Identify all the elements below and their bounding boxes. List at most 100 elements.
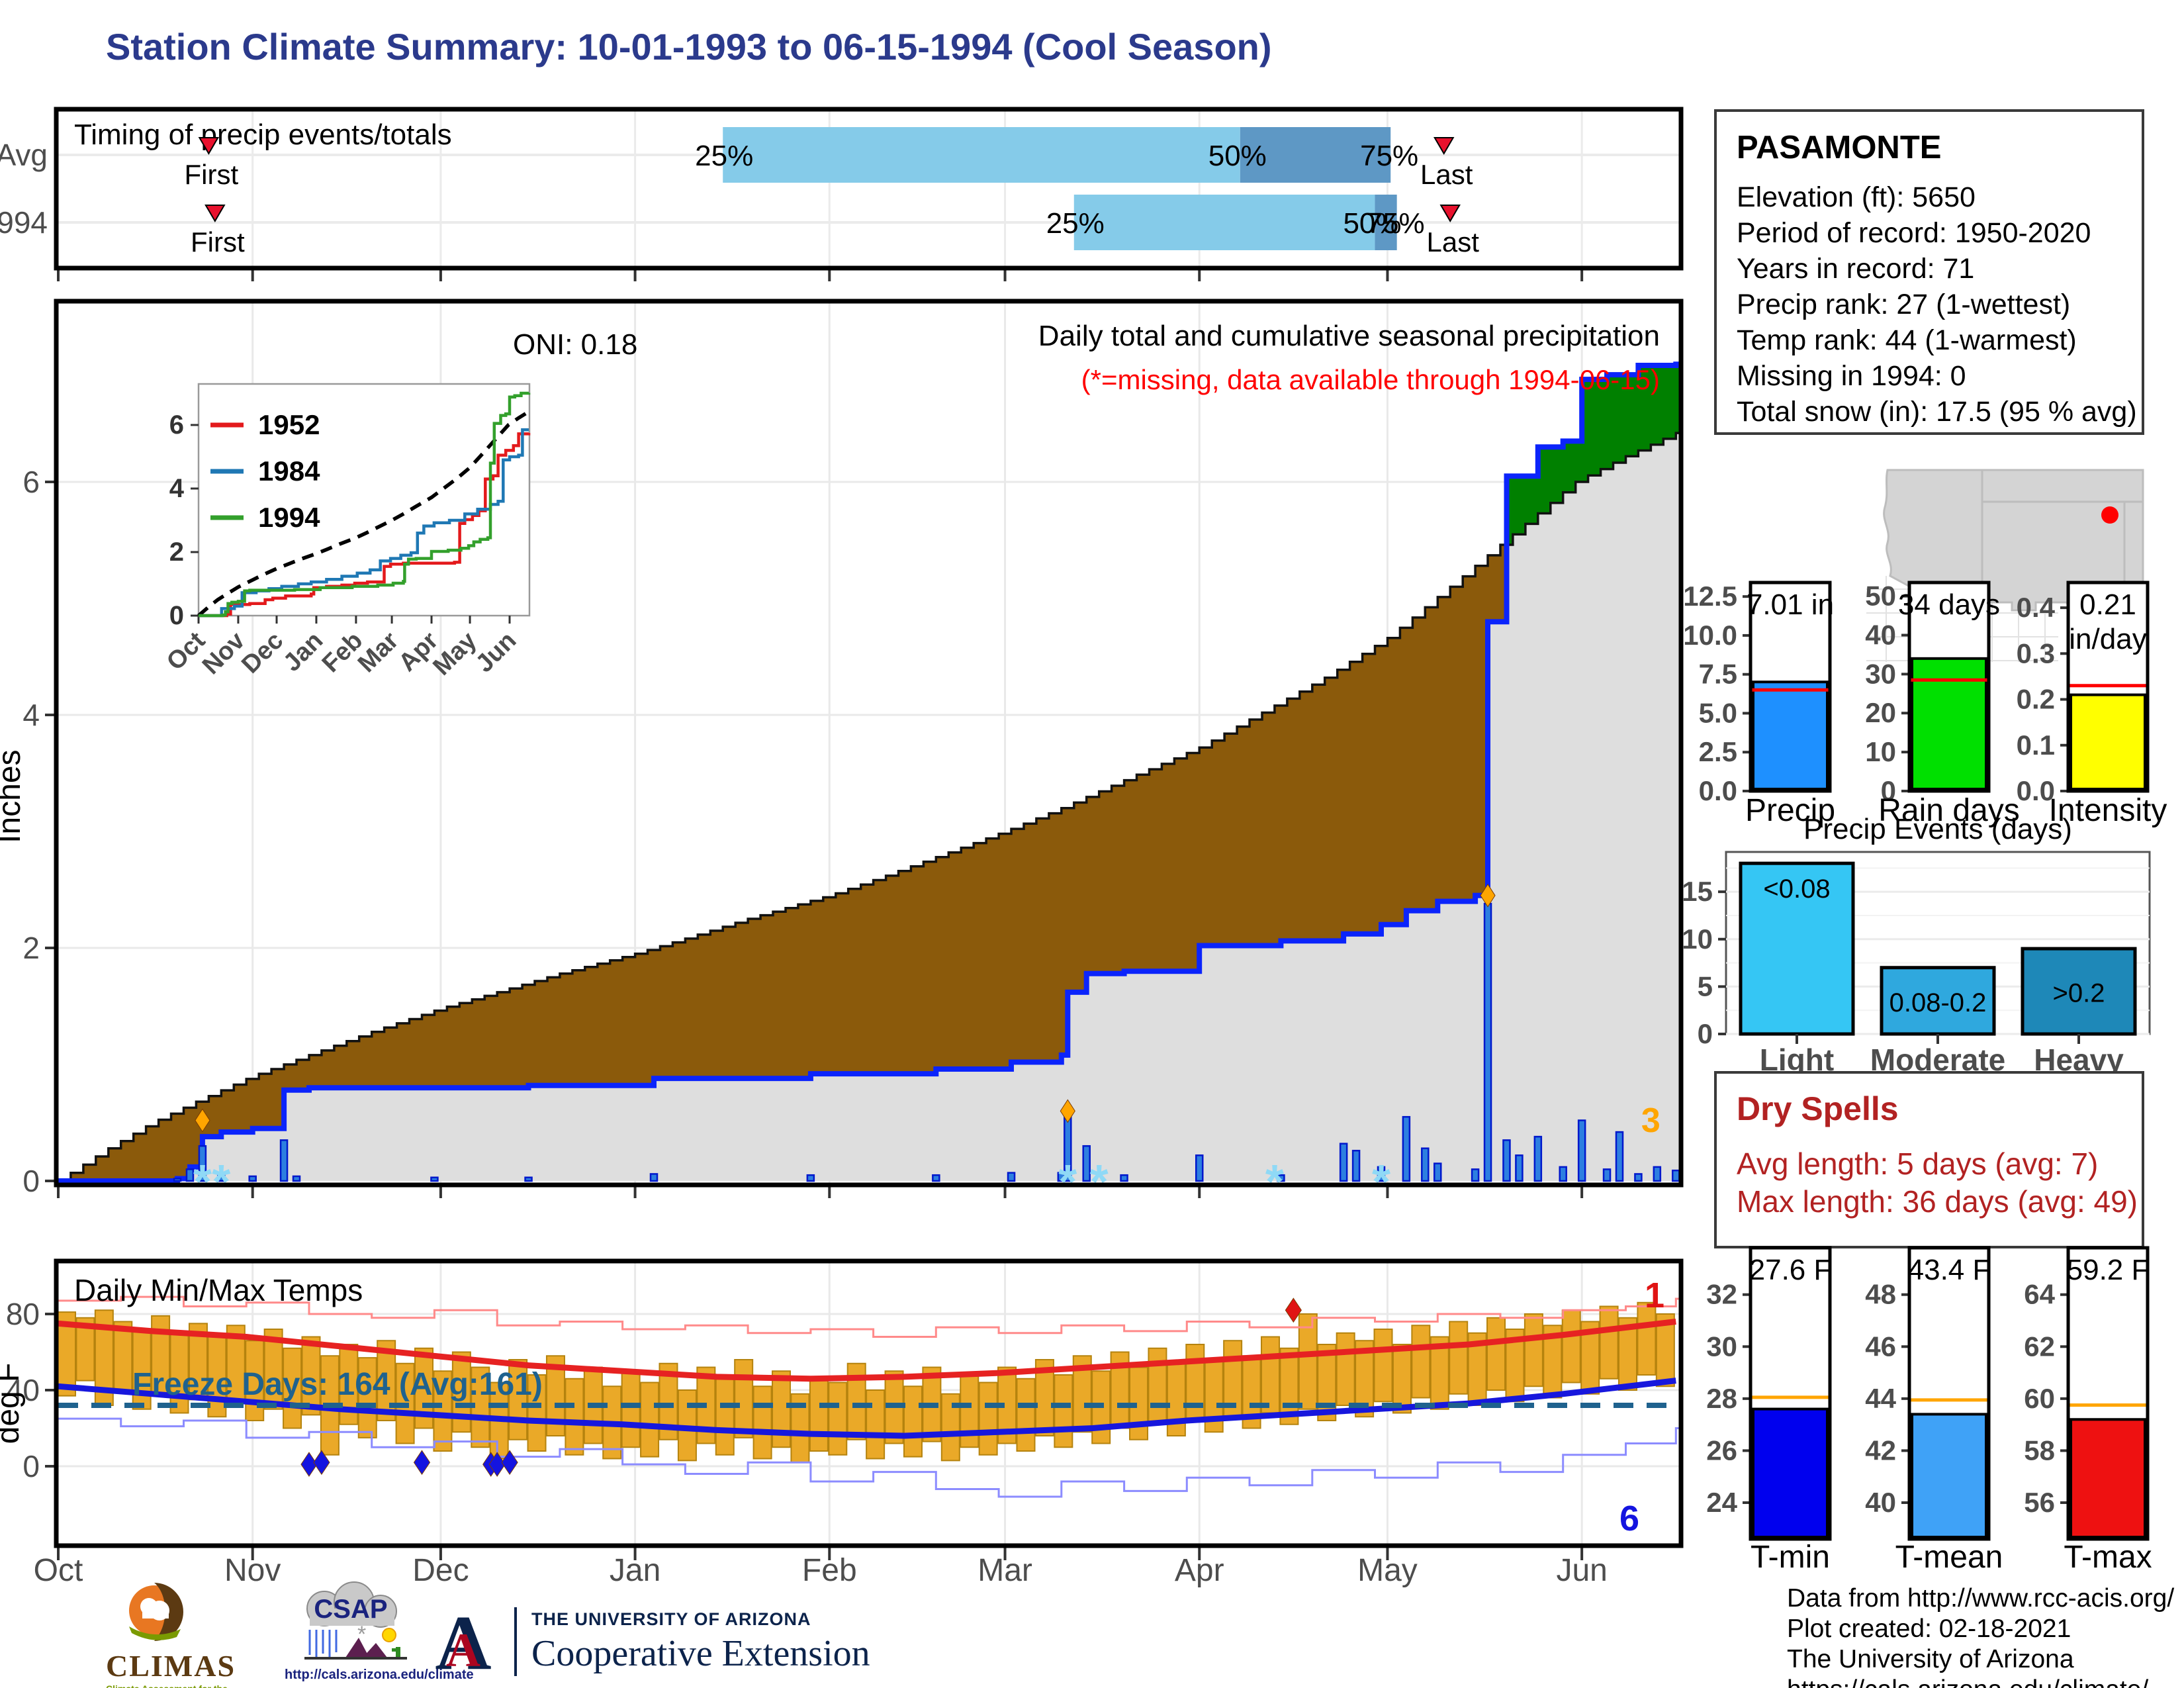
- svg-text:2.5: 2.5: [1699, 736, 1737, 767]
- svg-text:Mar: Mar: [978, 1553, 1032, 1588]
- station-snow: Total snow (in): 17.5 (95 % avg): [1737, 396, 2137, 428]
- credit-source: Data from http://www.rcc-acis.org/: [1787, 1584, 2175, 1613]
- svg-text:12.5: 12.5: [1683, 581, 1737, 612]
- svg-text:0.0: 0.0: [2017, 775, 2055, 806]
- svg-text:40: 40: [1865, 619, 1896, 650]
- svg-text:7.01 in: 7.01 in: [1747, 588, 1834, 621]
- svg-text:Oct: Oct: [34, 1553, 83, 1588]
- credit-text: Data from http://www.rcc-acis.org/ Plot …: [1787, 1583, 2174, 1688]
- svg-text:CSAP: CSAP: [314, 1595, 387, 1624]
- svg-text:Intensity: Intensity: [2049, 793, 2167, 828]
- svg-text:10: 10: [1865, 736, 1896, 767]
- credit-url: https://cals.arizona.edu/climate/: [1787, 1675, 2174, 1688]
- station-location-dot: [2101, 506, 2118, 524]
- svg-text:28: 28: [1706, 1383, 1737, 1414]
- svg-text:30: 30: [1706, 1331, 1737, 1362]
- dry-spells-box: Dry Spells Avg length: 5 days (avg: 7) M…: [1714, 1071, 2144, 1248]
- precip-summary-mini-bars: 0.0 2.5 5.0 7.5 10.0 12.5 7.01 in Precip 0 10 20 30…: [1683, 581, 2167, 828]
- station-missing: Missing in 1994: 0: [1737, 360, 1966, 392]
- svg-text:27.6 F: 27.6 F: [1749, 1254, 1832, 1286]
- svg-text:0.08-0.2: 0.08-0.2: [1889, 988, 1987, 1017]
- ua-extension-text: Cooperative Extension: [531, 1632, 870, 1674]
- svg-text:0.4: 0.4: [2017, 592, 2056, 623]
- svg-text:T-mean: T-mean: [1895, 1540, 2003, 1575]
- ua-block-a-icon: A A: [435, 1599, 491, 1686]
- svg-text:1994: 1994: [258, 502, 320, 533]
- svg-text:Daily total and cumulative sea: Daily total and cumulative seasonal prec…: [1038, 320, 1660, 352]
- svg-text:32: 32: [1706, 1279, 1737, 1310]
- svg-text:24: 24: [1706, 1487, 1737, 1518]
- page-title: Station Climate Summary: 10-01-1993 to 0…: [106, 26, 1272, 68]
- csap-logo: CSAP * http://cals.arizona.edu/climate: [285, 1581, 474, 1683]
- svg-text:15: 15: [1682, 876, 1713, 907]
- svg-text:First: First: [185, 159, 239, 190]
- svg-text:25%: 25%: [1046, 207, 1105, 240]
- svg-text:A: A: [435, 1599, 491, 1686]
- credit-created: Plot created: 02-18-2021: [1787, 1615, 2071, 1643]
- svg-text:1984: 1984: [258, 455, 320, 487]
- svg-text:64: 64: [2024, 1279, 2055, 1310]
- station-years: Years in record: 71: [1737, 253, 1975, 285]
- svg-text:0: 0: [23, 1164, 40, 1198]
- daily-temps-chart: Freeze Days: 164 (Avg:161) Daily Min/Max …: [0, 1258, 1684, 1588]
- svg-text:Precip Events (days): Precip Events (days): [1803, 813, 2072, 845]
- svg-text:2: 2: [169, 538, 184, 567]
- svg-text:0.21: 0.21: [2079, 588, 2136, 621]
- svg-text:10.0: 10.0: [1683, 620, 1737, 651]
- svg-text:First: First: [191, 226, 245, 258]
- svg-text:Feb: Feb: [802, 1553, 857, 1588]
- station-info-box: PASAMONTE Elevation (ft): 5650 Period of…: [1714, 109, 2144, 435]
- svg-text:*: *: [1090, 1156, 1109, 1209]
- svg-text:50%: 50%: [1343, 207, 1401, 240]
- svg-text:Last: Last: [1420, 159, 1473, 190]
- dry-spells-avg: Avg length: 5 days (avg: 7): [1737, 1147, 2099, 1181]
- svg-text:T-min: T-min: [1751, 1540, 1830, 1575]
- svg-text:Rain days: Rain days: [1878, 793, 2019, 828]
- svg-text:*: *: [212, 1156, 230, 1209]
- svg-text:>0.2: >0.2: [2053, 979, 2105, 1008]
- svg-text:6: 6: [1619, 1499, 1639, 1538]
- svg-text:50%: 50%: [1208, 140, 1267, 172]
- svg-text:44: 44: [1865, 1383, 1896, 1414]
- svg-text:7.5: 7.5: [1699, 659, 1737, 690]
- svg-text:0.0: 0.0: [1699, 775, 1737, 806]
- climas-logo-icon: [129, 1583, 183, 1641]
- station-precip-rank: Precip rank: 27 (1-wettest): [1737, 289, 2071, 320]
- svg-text:*: *: [1058, 1156, 1077, 1209]
- svg-text:deg F: deg F: [0, 1363, 26, 1444]
- svg-text:60: 60: [2024, 1383, 2055, 1414]
- svg-text:4: 4: [169, 474, 185, 503]
- svg-text:1: 1: [1645, 1276, 1664, 1315]
- climas-subtitle: Climate Assessment for the Southwest: [106, 1683, 275, 1688]
- ua-university-text: THE UNIVERSITY OF ARIZONA: [531, 1609, 811, 1629]
- svg-text:0.1: 0.1: [2017, 729, 2055, 761]
- svg-text:Precip: Precip: [1745, 793, 1835, 828]
- svg-text:Avg: Avg: [0, 138, 48, 172]
- temp-summary-mini-bars: 24 26 28 30 32 27.6 F T-min 40 42 44 46 48 43.4 F T-m…: [1706, 1246, 2152, 1575]
- svg-text:59.2 F: 59.2 F: [2067, 1254, 2150, 1286]
- svg-text:*: *: [193, 1156, 212, 1209]
- svg-text:(*=missing, data available thr: (*=missing, data available through 1994-…: [1081, 364, 1660, 395]
- svg-text:6: 6: [23, 465, 40, 499]
- station-name: PASAMONTE: [1737, 130, 1942, 165]
- svg-text:0: 0: [1698, 1018, 1713, 1049]
- svg-text:0.3: 0.3: [2017, 637, 2055, 669]
- svg-text:ONI: 0.18: ONI: 0.18: [513, 328, 637, 361]
- svg-text:Last: Last: [1427, 226, 1480, 258]
- svg-text:34 days: 34 days: [1898, 588, 2000, 621]
- svg-text:0: 0: [169, 601, 184, 630]
- csap-logo-icon: CSAP *: [304, 1581, 407, 1660]
- svg-text:*: *: [1265, 1156, 1284, 1209]
- station-temp-rank: Temp rank: 44 (1-warmest): [1737, 324, 2077, 356]
- svg-text:5.0: 5.0: [1699, 697, 1737, 728]
- university-of-arizona-logo: A A THE UNIVERSITY OF ARIZONA Cooperativ…: [427, 1599, 870, 1686]
- svg-text:56: 56: [2024, 1487, 2055, 1518]
- svg-text:42: 42: [1865, 1434, 1896, 1466]
- svg-text:1952: 1952: [258, 409, 320, 440]
- svg-text:10: 10: [1682, 923, 1713, 955]
- svg-text:Nov: Nov: [224, 1553, 281, 1588]
- svg-text:1994: 1994: [0, 205, 48, 240]
